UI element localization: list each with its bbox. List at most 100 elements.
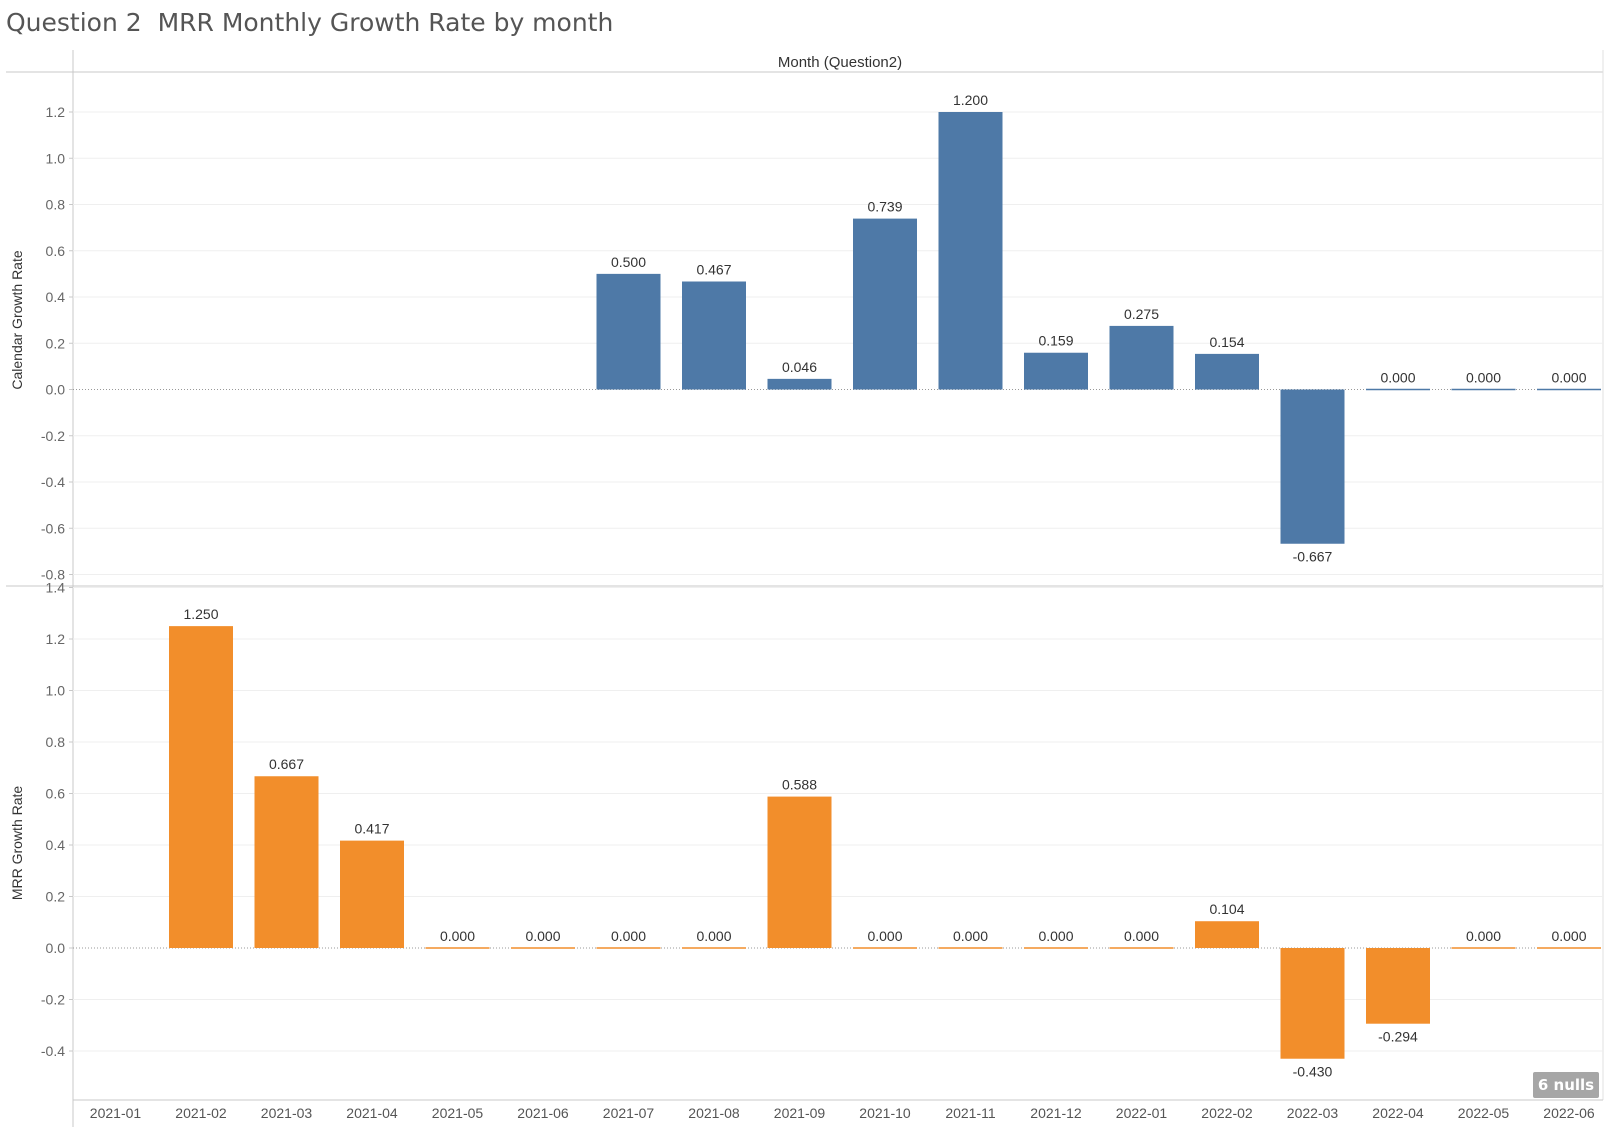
bar-2022-02[interactable] — [1195, 353, 1259, 390]
data-label: 0.500 — [611, 254, 646, 270]
data-label: 0.588 — [782, 777, 817, 793]
bar-2021-11[interactable] — [938, 112, 1003, 390]
y-tick-label: -0.2 — [41, 428, 65, 444]
pane-calendar-growth: 1.2 1.0 0.8 0.6 0.4 0.2 0.0 -0.2 -0.4 -0.6 -0.8 Cal… — [9, 92, 1603, 583]
x-tick-label: 2021-04 — [346, 1105, 398, 1121]
data-label: 0.154 — [1209, 334, 1244, 350]
bar-2021-07[interactable] — [596, 273, 661, 390]
data-label: 0.046 — [782, 359, 817, 375]
data-label: 0.739 — [867, 199, 902, 215]
y-tick-label: -0.4 — [41, 474, 65, 490]
bar-2021-10[interactable] — [853, 218, 917, 390]
y-tick-label: 0.0 — [46, 940, 66, 956]
bar-2021-07[interactable] — [596, 947, 661, 949]
data-label: 0.000 — [1124, 928, 1159, 944]
y-tick-label: -0.8 — [41, 567, 65, 583]
bar-2021-04[interactable] — [340, 840, 404, 948]
bar-2021-11[interactable] — [938, 947, 1003, 949]
data-label: 0.000 — [1380, 370, 1415, 386]
data-label: -0.667 — [1293, 549, 1333, 565]
data-label: 0.667 — [269, 756, 304, 772]
x-tick-label: 2021-12 — [1030, 1105, 1082, 1121]
x-tick-label: 2021-11 — [945, 1105, 996, 1121]
data-label: 1.250 — [183, 606, 218, 622]
data-label: 0.000 — [440, 928, 475, 944]
bar-2021-06[interactable] — [511, 947, 575, 949]
x-tick-label: 2022-03 — [1287, 1105, 1339, 1121]
y-tick-label: 0.0 — [46, 382, 66, 398]
y-tick-label: 0.6 — [46, 243, 66, 259]
y-tick-label: 0.2 — [46, 335, 66, 351]
bar-2022-03[interactable] — [1280, 389, 1345, 544]
bar-2021-03[interactable] — [254, 776, 319, 948]
y-tick-label: 1.4 — [46, 580, 66, 596]
y-tick-label: 0.8 — [46, 734, 66, 750]
data-label: 0.000 — [1466, 928, 1501, 944]
data-label: 0.000 — [611, 928, 646, 944]
bar-2021-08[interactable] — [682, 281, 746, 390]
data-label: 0.417 — [354, 821, 389, 837]
data-label: 0.000 — [696, 928, 731, 944]
x-tick-label: 2021-07 — [603, 1105, 655, 1121]
y-tick-label: 1.2 — [46, 631, 66, 647]
bar-2021-02[interactable] — [169, 626, 233, 948]
nulls-badge[interactable]: 6 nulls — [1533, 1072, 1599, 1098]
y-tick-label: -0.4 — [41, 1043, 65, 1059]
bar-2021-05[interactable] — [425, 947, 490, 949]
column-header-label: Month (Question2) — [778, 54, 902, 71]
bar-2021-09[interactable] — [767, 796, 832, 948]
bar-2021-09[interactable] — [767, 378, 832, 390]
data-label: 0.159 — [1038, 333, 1073, 349]
x-tick-label: 2021-01 — [90, 1105, 142, 1121]
x-tick-label: 2021-09 — [774, 1105, 826, 1121]
x-tick-label: 2021-08 — [688, 1105, 740, 1121]
data-label: 0.000 — [1551, 370, 1586, 386]
pane-mrr-growth: 1.4 1.2 1.0 0.8 0.6 0.4 0.2 0.0 -0.2 -0.4 MRR Grow… — [9, 580, 1603, 1080]
chart-frame — [6, 50, 1604, 1127]
y-tick-label: 0.2 — [46, 889, 66, 905]
x-tick-label: 2021-02 — [175, 1105, 227, 1121]
bar-2021-12[interactable] — [1024, 352, 1088, 390]
x-tick-label: 2022-05 — [1458, 1105, 1510, 1121]
data-label: 0.275 — [1124, 306, 1159, 322]
x-tick-label: 2021-06 — [517, 1105, 569, 1121]
bar-2022-03[interactable] — [1280, 948, 1345, 1059]
x-axis: 2021-01 2021-02 2021-03 2021-04 2021-05 2021-… — [90, 1105, 1595, 1121]
bar-2022-06[interactable] — [1537, 388, 1601, 391]
bar-2022-06[interactable] — [1537, 947, 1601, 949]
x-tick-label: 2022-02 — [1201, 1105, 1253, 1121]
y-axis-title: MRR Growth Rate — [9, 786, 25, 901]
bar-2022-05[interactable] — [1451, 947, 1516, 949]
x-tick-label: 2021-05 — [432, 1105, 484, 1121]
data-label: -0.430 — [1293, 1064, 1333, 1080]
bar-2021-10[interactable] — [853, 947, 917, 949]
y-axis-title: Calendar Growth Rate — [9, 250, 25, 390]
data-label: 0.000 — [1551, 928, 1586, 944]
y-tick-label: -0.6 — [41, 520, 65, 536]
bar-2022-01[interactable] — [1109, 947, 1174, 949]
data-label: 0.104 — [1209, 901, 1244, 917]
data-label: 0.000 — [1466, 370, 1501, 386]
bar-2021-12[interactable] — [1024, 947, 1088, 949]
data-label: 0.000 — [525, 928, 560, 944]
y-tick-label: 1.0 — [46, 150, 66, 166]
bar-2022-01[interactable] — [1109, 325, 1174, 390]
y-tick-label: 1.0 — [46, 683, 66, 699]
page-title: Question 2 MRR Monthly Growth Rate by mo… — [6, 8, 614, 37]
data-label: 0.000 — [953, 928, 988, 944]
bar-2022-05[interactable] — [1451, 388, 1516, 391]
x-tick-label: 2022-01 — [1116, 1105, 1168, 1121]
bar-2022-04[interactable] — [1366, 948, 1430, 1024]
data-label: -0.294 — [1378, 1029, 1418, 1045]
bar-2022-04[interactable] — [1366, 388, 1430, 391]
y-tick-label: 0.6 — [46, 786, 66, 802]
y-tick-label: 0.4 — [46, 837, 66, 853]
x-tick-label: 2021-10 — [859, 1105, 911, 1121]
data-label: 0.000 — [1038, 928, 1073, 944]
x-tick-label: 2022-06 — [1543, 1105, 1595, 1121]
data-label: 0.000 — [867, 928, 902, 944]
bar-2021-08[interactable] — [682, 947, 746, 949]
y-tick-label: 0.8 — [46, 197, 66, 213]
x-tick-label: 2022-04 — [1372, 1105, 1424, 1121]
bar-2022-02[interactable] — [1195, 921, 1259, 948]
